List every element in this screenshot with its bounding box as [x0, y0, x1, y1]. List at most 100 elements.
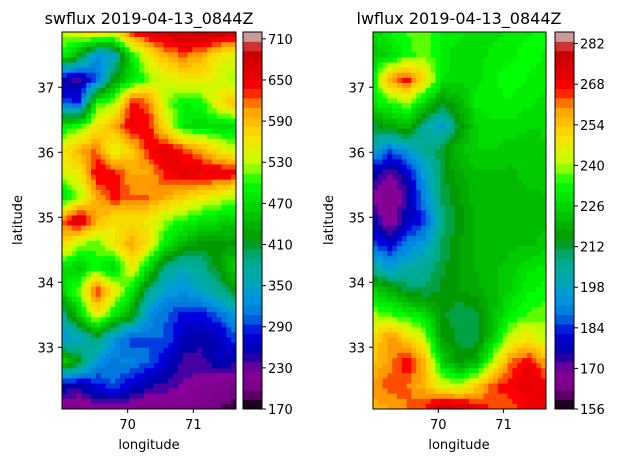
heatmap-cell — [401, 251, 408, 257]
heatmap-cell — [149, 138, 155, 145]
heatmap-cell — [541, 72, 546, 79]
heatmap-cell — [71, 159, 78, 166]
heatmap-cell — [454, 62, 461, 69]
heatmap-cell — [392, 62, 398, 69]
heatmap-cell — [110, 149, 116, 155]
heatmap-cell — [411, 67, 417, 74]
heatmap-cell — [192, 93, 198, 99]
heatmap-cell — [76, 67, 82, 74]
heatmap-cell — [149, 220, 155, 227]
heatmap-cell — [459, 327, 465, 334]
heatmap-cell — [149, 210, 155, 216]
heatmap-cell — [110, 144, 116, 150]
heatmap-cell — [521, 118, 528, 125]
heatmap-cell — [454, 133, 461, 140]
heatmap-cell — [416, 184, 422, 191]
heatmap-cell — [197, 312, 203, 318]
heatmap-cell — [459, 133, 465, 140]
heatmap-cell — [105, 93, 111, 99]
colorbar-segment — [243, 107, 262, 118]
heatmap-cell — [425, 179, 432, 186]
heatmap-cell — [512, 266, 518, 273]
heatmap-cell — [134, 103, 140, 110]
heatmap-cell — [192, 47, 198, 53]
heatmap-cell — [517, 67, 523, 74]
heatmap-cell — [86, 174, 92, 181]
heatmap-cell — [211, 200, 218, 206]
heatmap-cell — [168, 189, 174, 196]
heatmap-cell — [216, 179, 223, 186]
heatmap-cell — [110, 113, 116, 120]
heatmap-cell — [459, 291, 465, 298]
heatmap-cell — [392, 291, 398, 298]
heatmap-cell — [449, 271, 456, 278]
heatmap-cell — [226, 322, 232, 329]
heatmap-cell — [373, 138, 379, 145]
heatmap-cell — [517, 256, 523, 262]
heatmap-cell — [76, 184, 82, 191]
heatmap-cell — [507, 312, 513, 318]
heatmap-cell — [163, 337, 169, 344]
heatmap-cell — [483, 205, 489, 211]
heatmap-cell — [512, 215, 518, 222]
heatmap-cell — [163, 256, 169, 262]
heatmap-cell — [517, 88, 523, 94]
colorbar-segment — [243, 50, 262, 61]
heatmap-cell — [168, 123, 174, 130]
heatmap-cell — [100, 327, 107, 334]
heatmap-cell — [134, 144, 140, 150]
heatmap-cell — [517, 291, 523, 298]
heatmap-cell — [517, 123, 523, 130]
heatmap-cell — [163, 225, 169, 232]
heatmap-cell — [373, 159, 379, 166]
heatmap-cell — [459, 200, 465, 206]
heatmap-cell — [526, 286, 533, 293]
heatmap-cell — [541, 322, 546, 329]
heatmap-cell — [173, 174, 179, 181]
heatmap-cell — [81, 57, 87, 64]
heatmap-cell — [382, 312, 389, 318]
heatmap-cell — [493, 195, 499, 201]
heatmap-cell — [421, 342, 427, 349]
heatmap-cell — [105, 57, 111, 64]
heatmap-cell — [541, 205, 546, 211]
heatmap-cell — [86, 378, 92, 385]
heatmap-cell — [406, 37, 413, 43]
heatmap-cell — [440, 138, 446, 145]
heatmap-cell — [445, 210, 451, 216]
heatmap-cell — [373, 347, 379, 354]
heatmap-cell — [459, 179, 465, 186]
heatmap-cell — [401, 123, 408, 130]
heatmap-cell — [473, 230, 480, 237]
heatmap-cell — [440, 128, 446, 135]
heatmap-cell — [221, 169, 227, 176]
heatmap-cell — [100, 47, 107, 53]
heatmap-cell — [115, 281, 121, 288]
heatmap-cell — [521, 98, 528, 104]
heatmap-cell — [95, 93, 102, 99]
heatmap-cell — [182, 93, 189, 99]
heatmap-cell — [521, 184, 528, 191]
heatmap-cell — [129, 235, 136, 242]
heatmap-cell — [392, 342, 398, 349]
heatmap-cell — [445, 195, 451, 201]
heatmap-cell — [478, 302, 485, 308]
heatmap-cell — [517, 164, 523, 171]
heatmap-cell — [173, 103, 179, 110]
heatmap-cell — [197, 251, 203, 257]
heatmap-cell — [105, 342, 111, 349]
heatmap-cell — [416, 52, 422, 59]
heatmap-cell — [440, 342, 446, 349]
heatmap-cell — [521, 266, 528, 273]
heatmap-cell — [173, 184, 179, 191]
heatmap-cell — [105, 113, 111, 120]
heatmap-cell — [377, 291, 384, 298]
heatmap-cell — [382, 98, 389, 104]
heatmap-cell — [216, 291, 223, 298]
heatmap-cell — [163, 276, 169, 283]
heatmap-cell — [377, 149, 384, 155]
heatmap-cell — [531, 159, 537, 166]
heatmap-cell — [120, 42, 126, 48]
heatmap-cell — [421, 113, 427, 120]
heatmap-cell — [163, 358, 169, 364]
